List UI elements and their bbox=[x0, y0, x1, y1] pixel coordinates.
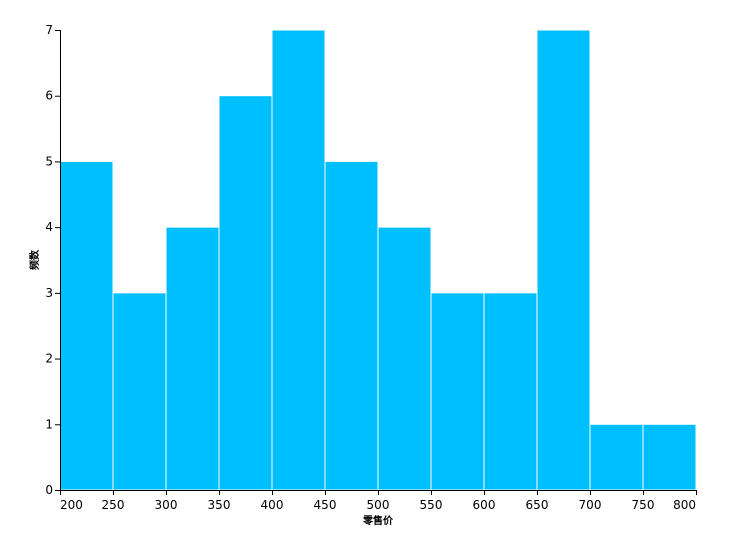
y-tick-label-1: 1 bbox=[45, 417, 53, 431]
y-tick-label-2: 2 bbox=[45, 352, 53, 366]
bar-200-250 bbox=[59, 160, 114, 491]
bar-750-800 bbox=[642, 423, 697, 491]
x-tick-label-200: 200 bbox=[60, 498, 83, 512]
y-tick-label-0: 0 bbox=[45, 483, 53, 497]
x-tick-label-700: 700 bbox=[579, 498, 602, 512]
x-tick-label-450: 450 bbox=[314, 498, 337, 512]
x-tick-label-750: 750 bbox=[632, 498, 655, 512]
x-tick-label-500: 500 bbox=[367, 498, 390, 512]
y-tick-label-3: 3 bbox=[45, 286, 53, 300]
bar-550-600 bbox=[430, 292, 485, 491]
y-tick-label-4: 4 bbox=[45, 220, 53, 234]
bar-600-650 bbox=[483, 292, 538, 491]
x-tick-label-250: 250 bbox=[102, 498, 125, 512]
y-tick-label-7: 7 bbox=[45, 23, 53, 37]
y-tick-label-6: 6 bbox=[45, 89, 53, 103]
bar-700-750 bbox=[589, 423, 644, 491]
x-tick-label-600: 600 bbox=[473, 498, 496, 512]
bar-400-450 bbox=[271, 29, 326, 491]
x-tick-label-350: 350 bbox=[208, 498, 231, 512]
bar-250-300 bbox=[112, 292, 167, 491]
bar-500-550 bbox=[377, 226, 432, 491]
x-tick-label-650: 650 bbox=[526, 498, 549, 512]
bars-group bbox=[59, 29, 697, 491]
y-axis-ticks: 0 1 2 3 4 5 6 7 bbox=[45, 23, 60, 497]
x-axis-title: 零售价 bbox=[362, 514, 394, 527]
bar-300-350 bbox=[165, 226, 220, 491]
y-tick-label-5: 5 bbox=[45, 154, 53, 168]
x-tick-label-400: 400 bbox=[261, 498, 284, 512]
x-axis-ticks: 200 250 300 350 400 450 500 550 600 650 700 750 800 bbox=[60, 490, 697, 512]
bar-350-400 bbox=[218, 95, 273, 491]
y-axis-title: 频数 bbox=[28, 249, 41, 270]
x-tick-label-800: 800 bbox=[673, 498, 696, 512]
bar-650-700 bbox=[536, 29, 591, 491]
x-tick-label-550: 550 bbox=[420, 498, 443, 512]
bar-450-500 bbox=[324, 160, 379, 491]
x-tick-label-300: 300 bbox=[155, 498, 178, 512]
